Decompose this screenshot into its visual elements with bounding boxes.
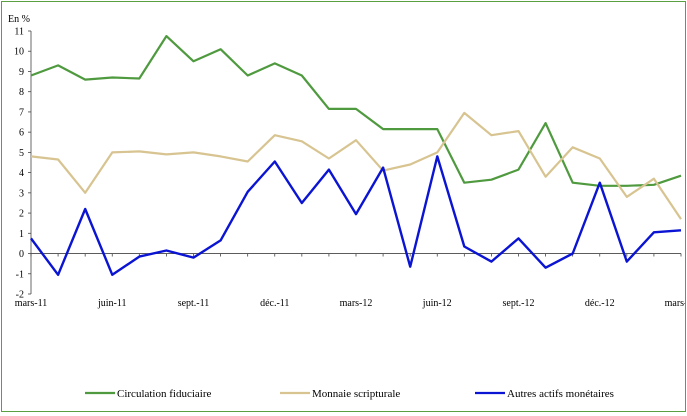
- x-tick-label: sept.-12: [503, 298, 535, 309]
- x-tick-label: juin-11: [97, 298, 127, 309]
- y-tick-label: 8: [19, 87, 24, 98]
- x-tick-label: mars-11: [15, 298, 47, 309]
- legend-label-circulation-fiduciaire: Circulation fiduciaire: [117, 388, 211, 400]
- y-tick-label: 0: [19, 249, 24, 260]
- y-tick-label: -1: [16, 269, 24, 280]
- x-tick-label: juin-12: [422, 298, 452, 309]
- y-tick-label: 4: [19, 168, 24, 179]
- x-tick-label: déc.-11: [260, 298, 289, 309]
- x-tick-label: mars-13: [665, 298, 685, 309]
- legend-label-monnaie-scripturale: Monnaie scripturale: [312, 388, 400, 400]
- y-tick-label: 7: [19, 107, 24, 118]
- y-tick-label: 3: [19, 188, 24, 199]
- y-tick-label: 11: [14, 27, 24, 38]
- y-tick-label: 1: [19, 229, 24, 240]
- legend: Circulation fiduciaire Monnaie scriptural…: [85, 388, 614, 400]
- y-tick-label: 10: [14, 47, 24, 58]
- y-tick-label: 5: [19, 148, 24, 159]
- y-tick-label: 2: [19, 209, 24, 220]
- x-tick-label: sept.-11: [178, 298, 210, 309]
- line-chart: En % -2 -1 0 1 2 3 4 5 6 7 8 9 10 11 mars-11 juin-11 sep…: [8, 14, 687, 400]
- legend-label-autres-actifs-monetaires: Autres actifs monétaires: [507, 388, 614, 400]
- y-tick-label: 9: [19, 67, 24, 78]
- y-tick-label: -2: [16, 290, 24, 301]
- series-lines: [30, 34, 682, 276]
- x-tick-label: mars-12: [340, 298, 373, 309]
- axes: -2 -1 0 1 2 3 4 5 6 7 8 9 10 11 mars-11 juin-11 sept.-11…: [14, 27, 687, 310]
- x-tick-label: déc.-12: [585, 298, 615, 309]
- series-line-circulation-fiduciaire: [30, 34, 682, 187]
- series-line-monnaie-scripturale: [30, 111, 682, 220]
- y-tick-label: 6: [19, 128, 24, 139]
- series-line-autres-actifs-monetaires: [30, 155, 682, 276]
- y-axis-label: En %: [8, 14, 30, 25]
